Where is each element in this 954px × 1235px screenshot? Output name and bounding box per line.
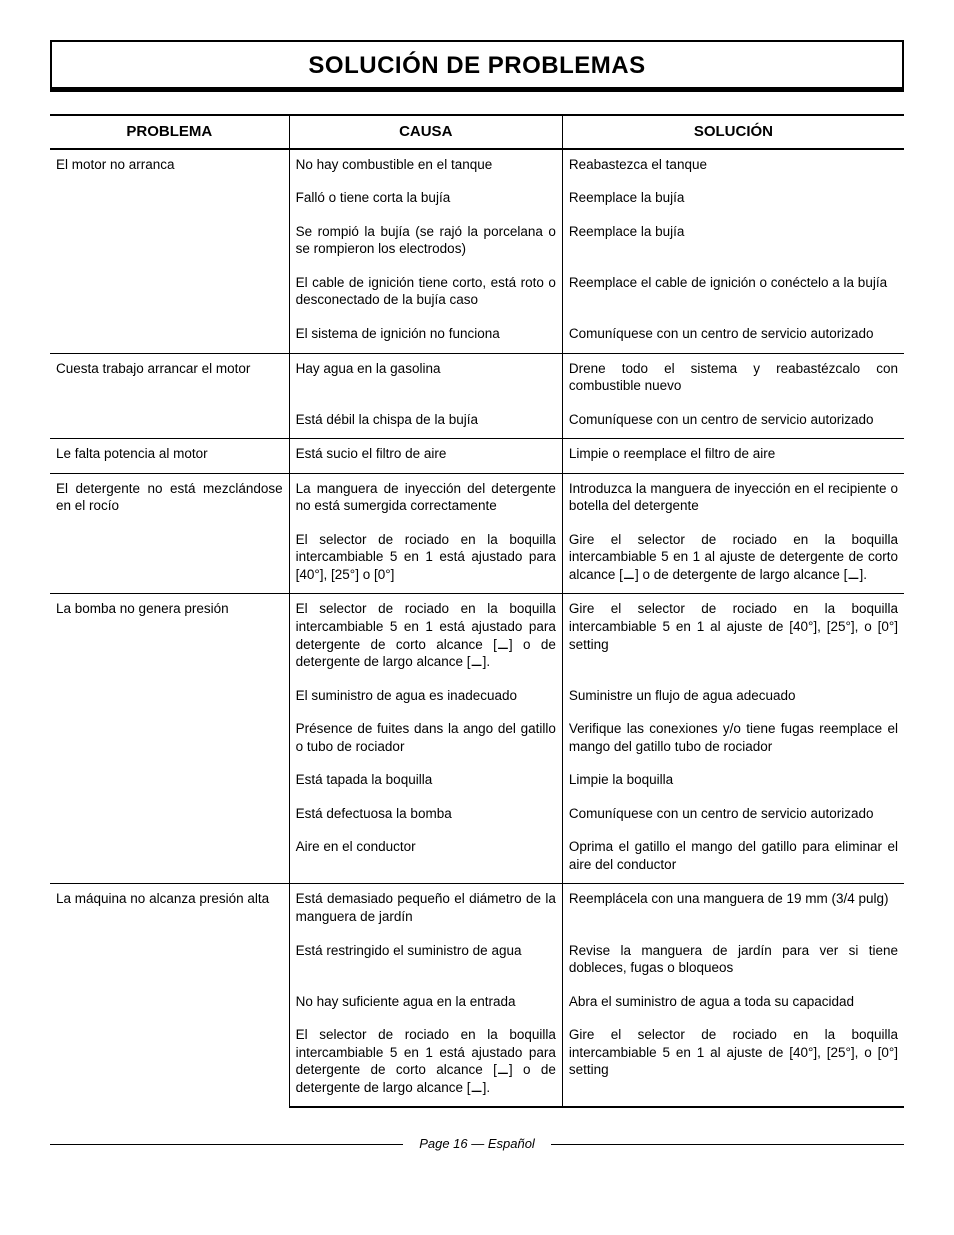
cell-solucion: Gire el selector de rociado en la boquil… [562,594,904,681]
cell-causa: Aire en el conductor [289,832,562,884]
footer-label: Page 16 — Español [413,1136,541,1153]
table-header: PROBLEMA CAUSA SOLUCIÓN [50,115,904,149]
cell-problema: Cuesta trabajo arrancar el motor [50,353,289,439]
page-title-box: SOLUCIÓN DE PROBLEMAS [50,40,904,92]
cell-causa: Falló o tiene corta la bujía [289,183,562,217]
cell-causa: Está defectuosa la bomba [289,799,562,833]
cell-solucion: Comuníquese con un centro de servicio au… [562,319,904,353]
cell-causa: El sistema de ignición no funciona [289,319,562,353]
col-header-problema: PROBLEMA [50,115,289,149]
cell-causa: Está restringido el suministro de agua [289,936,562,987]
cell-solucion: Gire el selector de rociado en la boquil… [562,1020,904,1107]
cell-causa: La manguera de inyección del detergente … [289,473,562,525]
cell-problema: El detergente no está mezclándose en el … [50,473,289,594]
table-row: El detergente no está mezclándose en el … [50,473,904,525]
cell-causa: Está sucio el filtro de aire [289,439,562,474]
cell-solucion: Reabastezca el tanque [562,149,904,184]
troubleshooting-table: PROBLEMA CAUSA SOLUCIÓN El motor no arra… [50,114,904,1108]
table-row: Le falta potencia al motorEstá sucio el … [50,439,904,474]
cell-solucion: Reemplácela con una manguera de 19 mm (3… [562,884,904,936]
cell-problema: La bomba no genera presión [50,594,289,884]
cell-solucion: Abra el suministro de agua a toda su cap… [562,987,904,1021]
cell-causa: Hay agua en la gasolina [289,353,562,405]
cell-causa: Présence de fuites dans la ango del gati… [289,714,562,765]
table-row: El motor no arrancaNo hay combustible en… [50,149,904,184]
cell-causa: No hay suficiente agua en la entrada [289,987,562,1021]
cell-causa: Se rompió la bujía (se rajó la porcelana… [289,217,562,268]
cell-causa: El selector de rociado en la boquilla in… [289,525,562,594]
table-row: La máquina no alcanza presión altaEstá d… [50,884,904,936]
cell-causa: Está débil la chispa de la bujía [289,405,562,439]
cell-solucion: Introduzca la manguera de inyección en e… [562,473,904,525]
cell-causa: El cable de ignición tiene corto, está r… [289,268,562,319]
cell-solucion: Drene todo el sistema y reabastézcalo co… [562,353,904,405]
cell-causa: El selector de rociado en la boquilla in… [289,1020,562,1107]
cell-causa: El selector de rociado en la boquilla in… [289,594,562,681]
col-header-solucion: SOLUCIÓN [562,115,904,149]
cell-solucion: Limpie la boquilla [562,765,904,799]
cell-causa: El suministro de agua es inadecuado [289,681,562,715]
cell-problema: La máquina no alcanza presión alta [50,884,289,1107]
cell-solucion: Comuníquese con un centro de servicio au… [562,405,904,439]
cell-solucion: Reemplace el cable de ignición o conécte… [562,268,904,319]
table-body: El motor no arrancaNo hay combustible en… [50,149,904,1108]
cell-solucion: Oprima el gatillo el mango del gatillo p… [562,832,904,884]
cell-problema: El motor no arranca [50,149,289,353]
cell-solucion: Reemplace la bujía [562,217,904,268]
cell-solucion: Gire el selector de rociado en la boquil… [562,525,904,594]
page-footer: Page 16 — Español [50,1136,904,1153]
cell-solucion: Revise la manguera de jardín para ver si… [562,936,904,987]
cell-causa: Está demasiado pequeño el diámetro de la… [289,884,562,936]
footer-line-left [50,1144,403,1145]
cell-causa: Está tapada la boquilla [289,765,562,799]
cell-solucion: Suministre un flujo de agua adecuado [562,681,904,715]
cell-solucion: Limpie o reemplace el filtro de aire [562,439,904,474]
cell-solucion: Comuníquese con un centro de servicio au… [562,799,904,833]
cell-causa: No hay combustible en el tanque [289,149,562,184]
cell-solucion: Reemplace la bujía [562,183,904,217]
footer-line-right [551,1144,904,1145]
table-row: La bomba no genera presiónEl selector de… [50,594,904,681]
cell-solucion: Verifique las conexiones y/o tiene fugas… [562,714,904,765]
table-row: Cuesta trabajo arrancar el motorHay agua… [50,353,904,405]
col-header-causa: CAUSA [289,115,562,149]
page-title: SOLUCIÓN DE PROBLEMAS [52,50,902,81]
cell-problema: Le falta potencia al motor [50,439,289,474]
